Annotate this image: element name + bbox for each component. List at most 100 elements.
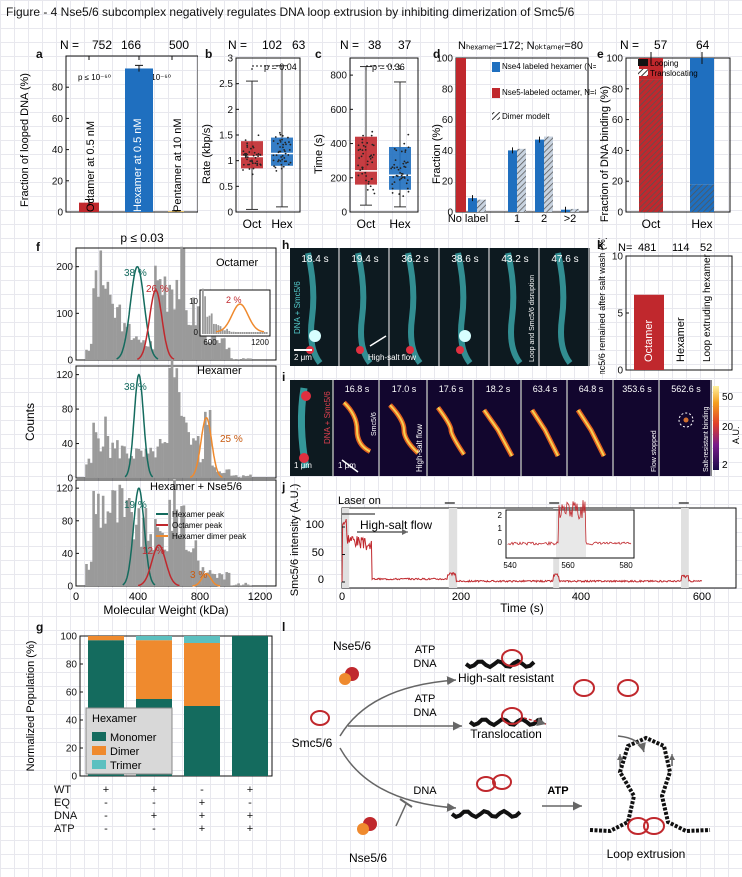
dna-strand bbox=[555, 252, 573, 365]
histogram-bar bbox=[125, 500, 129, 586]
inset-bar bbox=[257, 332, 259, 334]
smc56-signal-core bbox=[483, 409, 513, 457]
histogram-bar bbox=[139, 450, 143, 478]
data-point bbox=[406, 174, 409, 177]
histogram-bar bbox=[118, 484, 122, 586]
histogram-bar bbox=[118, 304, 122, 360]
data-point bbox=[367, 180, 370, 183]
category-label: Oct bbox=[357, 217, 376, 231]
category-label: Oct bbox=[642, 217, 661, 231]
histogram-bar bbox=[94, 514, 98, 586]
histogram-bar bbox=[189, 325, 193, 360]
data-point bbox=[402, 162, 405, 165]
inset-flow-window bbox=[556, 511, 586, 557]
data-point bbox=[400, 174, 403, 177]
y-tick: 0 bbox=[617, 366, 623, 375]
n-label: N = bbox=[228, 38, 247, 52]
data-point bbox=[404, 166, 407, 169]
histogram-bar bbox=[99, 527, 103, 586]
time-label: 18.4 s bbox=[301, 254, 328, 265]
histogram-bar bbox=[204, 574, 207, 586]
histogram-bar bbox=[185, 422, 188, 478]
histogram-bar bbox=[92, 422, 95, 478]
histogram-bar bbox=[225, 469, 229, 478]
histogram-bar bbox=[175, 368, 179, 478]
panel-e-chart: N = 57 64 Fraction of DNA binding (%) 0 2… bbox=[599, 38, 731, 231]
histogram-bar bbox=[223, 338, 226, 360]
panel-h-micrographs: 18.4 s 19.4 s 36.2 s 38.6 s 43.2 s 47.6 s 2 μm… bbox=[290, 248, 590, 366]
histogram-bar bbox=[87, 458, 91, 478]
y-tick: 1.5 bbox=[219, 131, 233, 142]
histogram-bar bbox=[204, 411, 207, 478]
data-point bbox=[403, 177, 406, 179]
data-point bbox=[275, 169, 278, 172]
x-tick: 200 bbox=[452, 591, 470, 603]
data-point bbox=[242, 153, 245, 156]
inset-bar bbox=[230, 331, 233, 334]
condition-value: - bbox=[200, 784, 204, 796]
flow-window bbox=[448, 508, 458, 588]
histogram-bar bbox=[161, 443, 164, 478]
y-tick: 100 bbox=[606, 54, 623, 65]
dna-strand bbox=[464, 658, 536, 670]
histogram-bar bbox=[127, 497, 131, 586]
bar-segment bbox=[690, 58, 714, 185]
data-point bbox=[371, 130, 374, 133]
x-tick: 400 bbox=[572, 591, 590, 603]
bar-segment bbox=[136, 636, 172, 641]
data-point bbox=[405, 162, 408, 164]
histogram-bar bbox=[249, 474, 252, 478]
smc56-icon bbox=[643, 817, 665, 835]
data-point bbox=[365, 179, 367, 182]
inset-bar bbox=[208, 315, 211, 334]
data-point bbox=[242, 163, 245, 166]
row-label: ATP bbox=[54, 823, 75, 835]
chart-title: Nₕₑₓₐₘₑᵣ=172; Nₒₖₜₐₘₑᵣ=80 bbox=[458, 40, 583, 52]
pathway-arrow bbox=[617, 735, 646, 753]
histogram-bar bbox=[249, 358, 252, 360]
smc56-icon bbox=[310, 710, 330, 726]
histogram-bar bbox=[99, 250, 103, 360]
n-label: N = bbox=[60, 38, 79, 52]
legend-swatch bbox=[92, 760, 106, 769]
histogram-bar bbox=[246, 475, 250, 478]
data-point bbox=[285, 160, 288, 163]
dna-strand bbox=[455, 252, 473, 365]
histogram-bar bbox=[182, 248, 186, 360]
histogram-bar bbox=[97, 493, 100, 586]
data-point bbox=[393, 163, 396, 166]
gaussian-fit bbox=[137, 289, 175, 360]
data-point bbox=[287, 154, 290, 156]
data-point bbox=[279, 146, 281, 148]
histogram-bar bbox=[215, 577, 219, 586]
y-tick: 0 bbox=[341, 208, 347, 219]
histogram-bar bbox=[237, 477, 240, 478]
inset-peak-label: 2 % bbox=[226, 295, 242, 305]
histogram-bar bbox=[111, 442, 114, 478]
y-tick: 80 bbox=[612, 84, 624, 95]
model-label: High-salt resistant bbox=[458, 671, 555, 685]
data-point bbox=[372, 144, 375, 147]
data-point bbox=[405, 182, 408, 185]
data-point bbox=[281, 158, 284, 161]
condition-table: WT + + - +EQ - - + -DNA - + + +ATP - - + + bbox=[54, 784, 253, 835]
category-label: Oct bbox=[243, 217, 262, 231]
histogram-bar bbox=[187, 324, 190, 360]
data-point bbox=[280, 167, 283, 170]
time-label: 353.6 s bbox=[622, 384, 652, 394]
inset-x-tick: 560 bbox=[561, 561, 575, 570]
histogram-bar bbox=[244, 476, 248, 478]
data-point bbox=[370, 134, 373, 137]
data-point bbox=[249, 160, 252, 162]
condition-value: - bbox=[104, 797, 108, 809]
category-label: Hex bbox=[691, 217, 712, 231]
histogram-bar bbox=[137, 339, 141, 360]
histogram-bar bbox=[201, 458, 205, 478]
y-axis-label: Smc5/6 remained after salt wash (%) bbox=[597, 238, 607, 374]
y-tick: 20 bbox=[442, 177, 454, 188]
x-tick: 0 bbox=[339, 591, 345, 603]
histogram-bar bbox=[130, 456, 133, 478]
histogram-bar bbox=[230, 358, 233, 360]
histogram-bar bbox=[120, 488, 124, 586]
panel-i-micrographs: 16.8 s 17.0 s 17.6 s 18.2 s 63.4 s 64.8 s 353.… bbox=[290, 380, 712, 476]
